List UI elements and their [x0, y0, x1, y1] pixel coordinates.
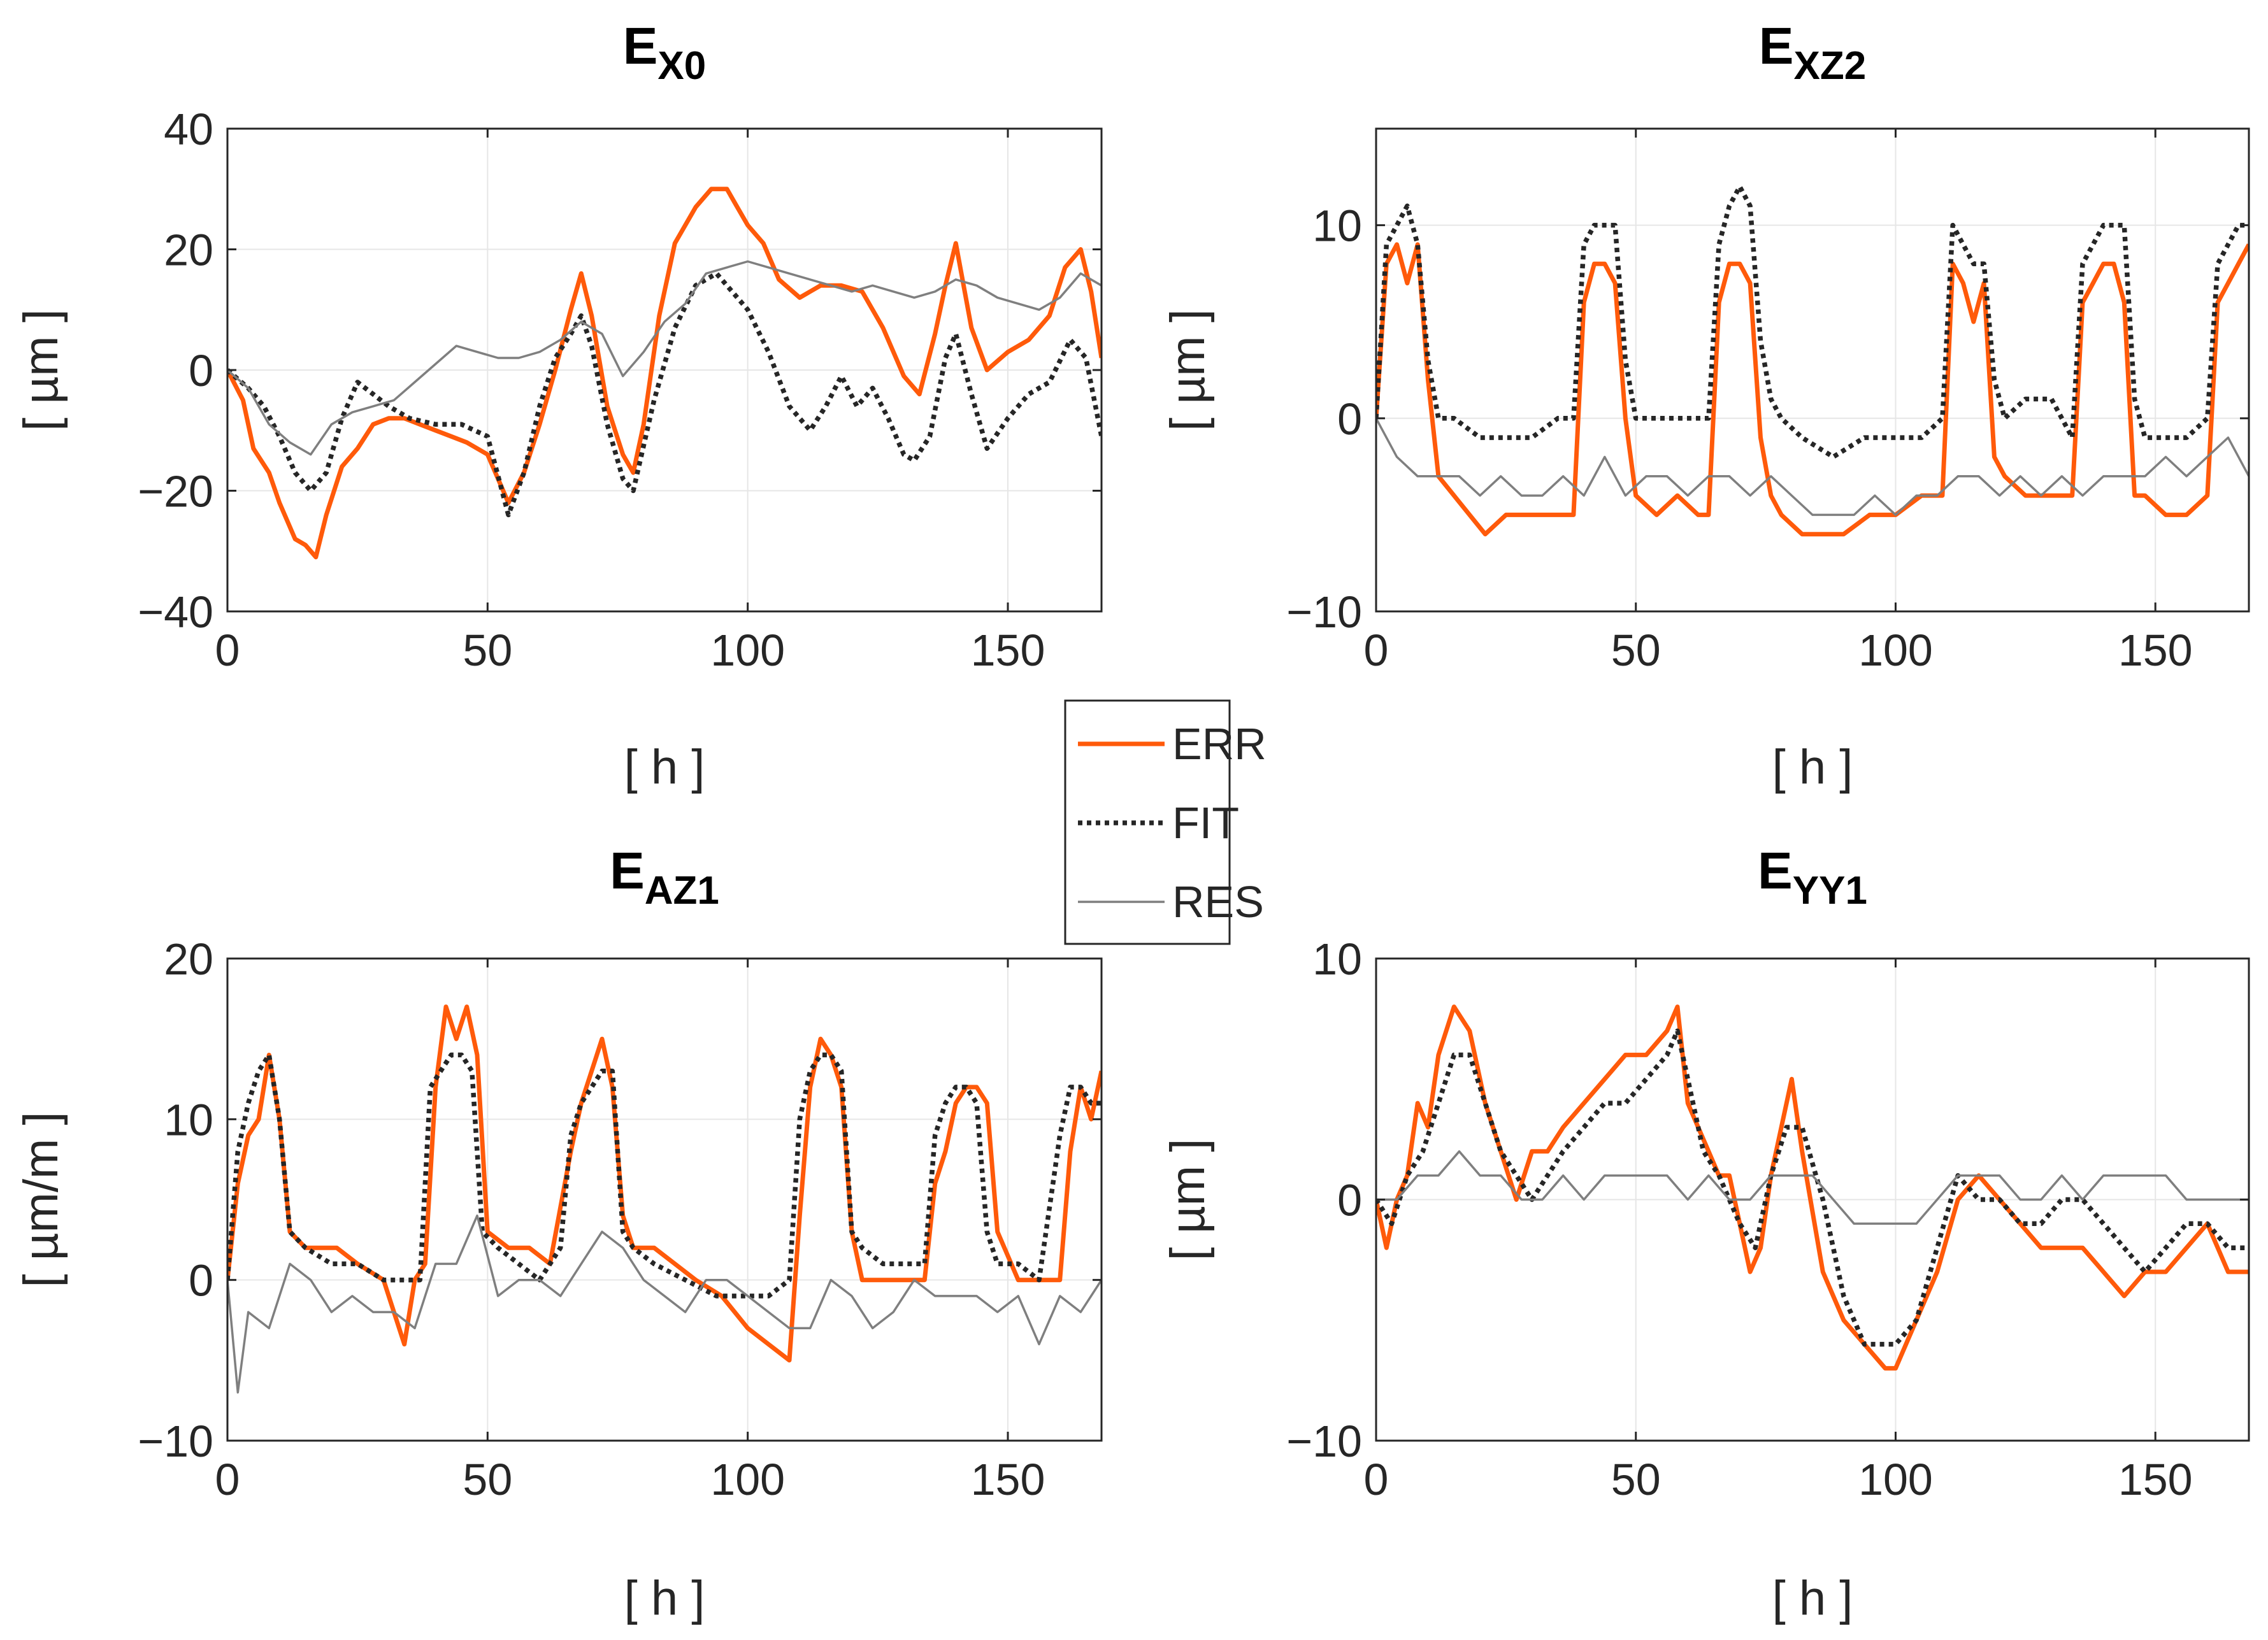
y-tick-label: 10	[164, 1095, 213, 1144]
legend-label-err: ERR	[1172, 719, 1267, 769]
legend-label-fit: FIT	[1172, 798, 1239, 848]
y-tick-label: 10	[1312, 934, 1362, 984]
y-tick-label: 0	[189, 1256, 213, 1306]
y-tick-label: 40	[164, 104, 213, 154]
y-tick-label: 0	[1337, 394, 1362, 444]
subplot-x0: 0 50 100 150 40 20 0 −20 −40 [ h ] [ µm ] EX0	[14, 17, 1103, 794]
x-axis-label: [ h ]	[1772, 1571, 1853, 1625]
series-err-line	[227, 1004, 1102, 1363]
x-tick-label: 50	[1611, 625, 1661, 675]
title-main: E	[623, 17, 658, 75]
title-main: E	[610, 842, 645, 900]
subplot-title: EYY1	[1758, 842, 1867, 913]
subplot-title: EAZ1	[610, 842, 719, 913]
x-tick-label: 100	[710, 1455, 785, 1504]
title-main: E	[1759, 17, 1794, 75]
title-main: E	[1758, 842, 1793, 900]
y-tick-label: 20	[164, 934, 213, 984]
title-subscript: XZ2	[1793, 44, 1866, 88]
y-tick-label: 0	[189, 346, 213, 396]
x-tick-label: 0	[215, 1455, 240, 1504]
series-group	[227, 1004, 1102, 1394]
series-err-line	[1376, 242, 2249, 537]
x-tick-label: 50	[1611, 1455, 1661, 1504]
subplot-title: EX0	[623, 17, 707, 88]
series-fit-line	[227, 271, 1102, 518]
x-tick-label: 0	[1364, 625, 1389, 675]
x-tick-label: 150	[971, 625, 1045, 675]
x-tick-label: 0	[1364, 1455, 1389, 1504]
x-axis-label: [ h ]	[1772, 740, 1853, 794]
y-axis-label: [ µm ]	[14, 309, 68, 431]
y-tick-label: −40	[138, 587, 213, 637]
axes-box	[1375, 127, 2250, 613]
series-group	[227, 187, 1102, 560]
x-tick-label: 50	[463, 625, 512, 675]
series-err-line	[1376, 1004, 2249, 1371]
y-axis-label: [ µm/m ]	[14, 1112, 68, 1288]
legend-box	[1064, 699, 1231, 945]
x-tick-label: 50	[463, 1455, 512, 1504]
series-fit-line	[1376, 184, 2249, 460]
x-tick-label: 0	[215, 625, 240, 675]
series-res-line	[1376, 1150, 2249, 1225]
series-res-line	[227, 260, 1102, 456]
axes-box	[226, 957, 1103, 1442]
series-group	[1376, 1004, 2249, 1371]
x-axis-label: [ h ]	[624, 1571, 705, 1625]
legend: ERR FIT RES	[1064, 699, 1267, 945]
title-subscript: AZ1	[645, 869, 719, 913]
legend-label-res: RES	[1172, 877, 1264, 927]
x-tick-label: 100	[1858, 625, 1933, 675]
y-tick-label: 20	[164, 225, 213, 275]
title-subscript: X0	[657, 44, 706, 88]
y-tick-label: −10	[1286, 1416, 1362, 1466]
series-fit-line	[227, 1052, 1102, 1299]
subplot-title: EXZ2	[1759, 17, 1866, 88]
series-group	[1376, 184, 2249, 537]
x-tick-label: 100	[710, 625, 785, 675]
x-tick-label: 150	[2118, 625, 2193, 675]
y-axis-label: [ µm ]	[1161, 309, 1215, 431]
y-tick-label: −10	[138, 1416, 213, 1466]
x-tick-label: 150	[971, 1455, 1045, 1504]
y-tick-label: 10	[1312, 201, 1362, 251]
title-subscript: YY1	[1793, 869, 1867, 913]
series-err-line	[227, 187, 1102, 560]
series-res-line	[227, 1214, 1102, 1394]
y-axis-label: [ µm ]	[1161, 1139, 1215, 1261]
x-axis-label: [ h ]	[624, 740, 705, 794]
x-tick-label: 100	[1858, 1455, 1933, 1504]
series-res-line	[1376, 417, 2249, 517]
y-tick-label: −20	[138, 467, 213, 517]
x-tick-label: 150	[2118, 1455, 2193, 1504]
y-tick-label: 0	[1337, 1176, 1362, 1225]
series-fit-line	[1376, 1028, 2249, 1347]
y-tick-label: −10	[1286, 587, 1362, 637]
